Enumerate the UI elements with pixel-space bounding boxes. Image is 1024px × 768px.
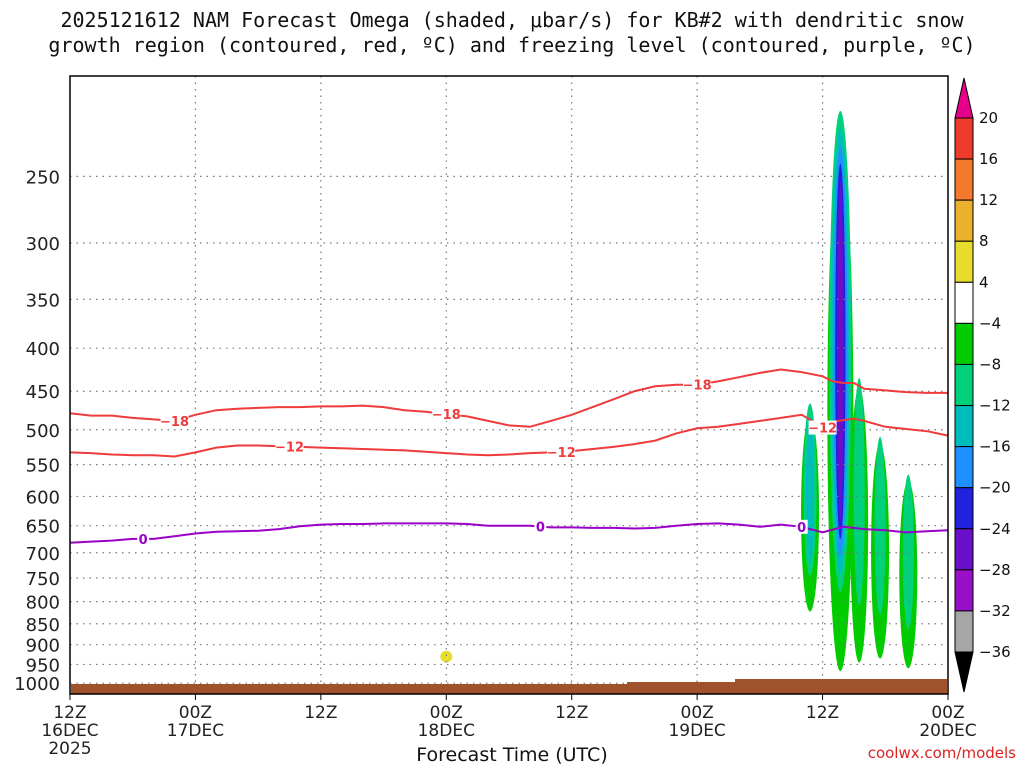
colorbar-label-7: −12 — [979, 397, 1011, 415]
x-tick-label-5-2: 19DEC — [668, 721, 725, 741]
contour-label-2-1: 0 — [536, 521, 545, 536]
colorbar-box-4 — [954, 240, 974, 283]
y-tick-label-850: 850 — [26, 615, 60, 636]
colorbar-box-2 — [954, 158, 974, 201]
x-tick-label-0-3: 2025 — [48, 739, 91, 759]
contour-label-2-2: 0 — [797, 521, 806, 536]
colorbar-box-9 — [954, 446, 974, 489]
x-tick-label-4-1: 12Z — [555, 703, 588, 723]
ground-mid — [627, 682, 735, 694]
y-tick-label-950: 950 — [26, 655, 60, 676]
y-tick-label-750: 750 — [26, 569, 60, 590]
contour-label-0-1: −18 — [432, 408, 461, 423]
omega-shading — [440, 110, 918, 672]
omega-shade-5-level-0 — [440, 650, 453, 663]
contour-label-1-2: −12 — [808, 422, 837, 437]
x-tick-label-2-1: 12Z — [304, 703, 337, 723]
x-tick-label-0-2: 16DEC — [41, 721, 98, 741]
omega-shade-0-level-5 — [837, 181, 844, 522]
colorbar-label-2: 12 — [979, 191, 998, 209]
colorbar-label-0: 20 — [979, 109, 998, 127]
colorbar-box-6 — [954, 322, 974, 365]
omega-shade-3-level-1 — [874, 436, 886, 615]
colorbar-box-5 — [954, 281, 974, 324]
colorbar-label-8: −16 — [979, 438, 1011, 456]
contour-line-0 — [69, 368, 948, 428]
y-tick-label-700: 700 — [26, 544, 60, 565]
y-tick-label-800: 800 — [26, 593, 60, 614]
omega-shade-4-level-1 — [902, 474, 914, 630]
y-tick-label-600: 600 — [26, 487, 60, 508]
colorbar-label-12: −32 — [979, 602, 1011, 620]
y-axis-ticks: 2503003504004505005506006507007508008509… — [14, 167, 60, 695]
colorbar-box-13 — [954, 610, 974, 653]
y-tick-label-450: 450 — [26, 382, 60, 403]
credit-link[interactable]: coolwx.com/models — [867, 744, 1016, 762]
contour-label-0-0: −18 — [160, 415, 189, 430]
x-tick-label-1-2: 17DEC — [167, 721, 224, 741]
x-tick-label-6-1: 12Z — [806, 703, 839, 723]
x-tick-label-3-1: 00Z — [430, 703, 463, 723]
colorbar-label-6: −8 — [979, 355, 1001, 373]
x-tick-label-0-1: 12Z — [53, 703, 86, 723]
chart-title-line-1: 2025121612 NAM Forecast Omega (shaded, μ… — [60, 8, 964, 32]
y-tick-label-1000: 1000 — [14, 674, 60, 695]
colorbar-top-triangle — [954, 77, 974, 119]
colorbar-box-8 — [954, 405, 974, 448]
contour-label-1-0: −12 — [275, 441, 304, 456]
colorbar-label-5: −4 — [979, 314, 1001, 332]
plot-frame — [69, 75, 949, 695]
contour-label-bg-2-2 — [795, 519, 808, 534]
y-tick-label-300: 300 — [26, 234, 60, 255]
x-tick-label-7-1: 00Z — [931, 703, 964, 723]
colorbar-label-9: −20 — [979, 479, 1011, 497]
y-tick-label-250: 250 — [26, 167, 60, 188]
y-tick-label-400: 400 — [26, 339, 60, 360]
colorbar-box-10 — [954, 487, 974, 530]
contour-label-bg-0-2 — [683, 377, 712, 392]
contour-label-bg-1-0 — [275, 439, 304, 454]
y-tick-label-350: 350 — [26, 290, 60, 311]
colorbar-box-1 — [954, 117, 974, 160]
omega-shade-2-level-1 — [853, 377, 865, 606]
colorbar-box-3 — [954, 199, 974, 242]
x-axis-label: Forecast Time (UTC) — [416, 744, 608, 766]
ground-right — [735, 679, 947, 694]
colorbar-label-11: −28 — [979, 561, 1011, 579]
y-tick-label-550: 550 — [26, 456, 60, 477]
colorbar-label-3: 8 — [979, 232, 989, 250]
x-tick-label-3-2: 18DEC — [418, 721, 475, 741]
contour-label-0-2: −18 — [683, 379, 712, 394]
x-tick-label-7-2: 20DEC — [919, 721, 976, 741]
contour-label-bg-1-1 — [547, 444, 576, 459]
colorbar: 20 16 12 8 4 −4 −8 −12 −16 −20 −24 −28 −32 −36 — [954, 77, 1011, 693]
colorbar-label-13: −36 — [979, 643, 1011, 661]
y-tick-label-900: 900 — [26, 636, 60, 657]
ground-left — [71, 684, 627, 694]
contour-label-bg-2-1 — [534, 519, 547, 534]
chart-title-line-2: growth region (contoured, red, ºC) and f… — [48, 33, 976, 57]
colorbar-box-12 — [954, 569, 974, 612]
colorbar-box-11 — [954, 528, 974, 571]
contour-label-2-0: 0 — [139, 533, 148, 548]
x-tick-label-5-1: 00Z — [681, 703, 714, 723]
omega-shade-1-level-2 — [806, 415, 815, 564]
grid — [70, 76, 948, 694]
colorbar-box-7 — [954, 363, 974, 407]
colorbar-bottom-triangle — [954, 651, 974, 693]
contour-label-bg-0-0 — [160, 413, 189, 428]
contour-label-bg-0-1 — [432, 407, 461, 422]
contour-label-1-1: −12 — [547, 446, 576, 461]
contour-label-bg-1-2 — [808, 420, 837, 435]
y-tick-label-650: 650 — [26, 517, 60, 538]
colorbar-label-4: 4 — [979, 273, 989, 291]
colorbar-label-10: −24 — [979, 520, 1011, 538]
x-tick-label-1-1: 00Z — [179, 703, 212, 723]
y-tick-label-500: 500 — [26, 421, 60, 442]
colorbar-label-1: 16 — [979, 150, 998, 168]
contour-label-bg-2-0 — [137, 531, 150, 546]
